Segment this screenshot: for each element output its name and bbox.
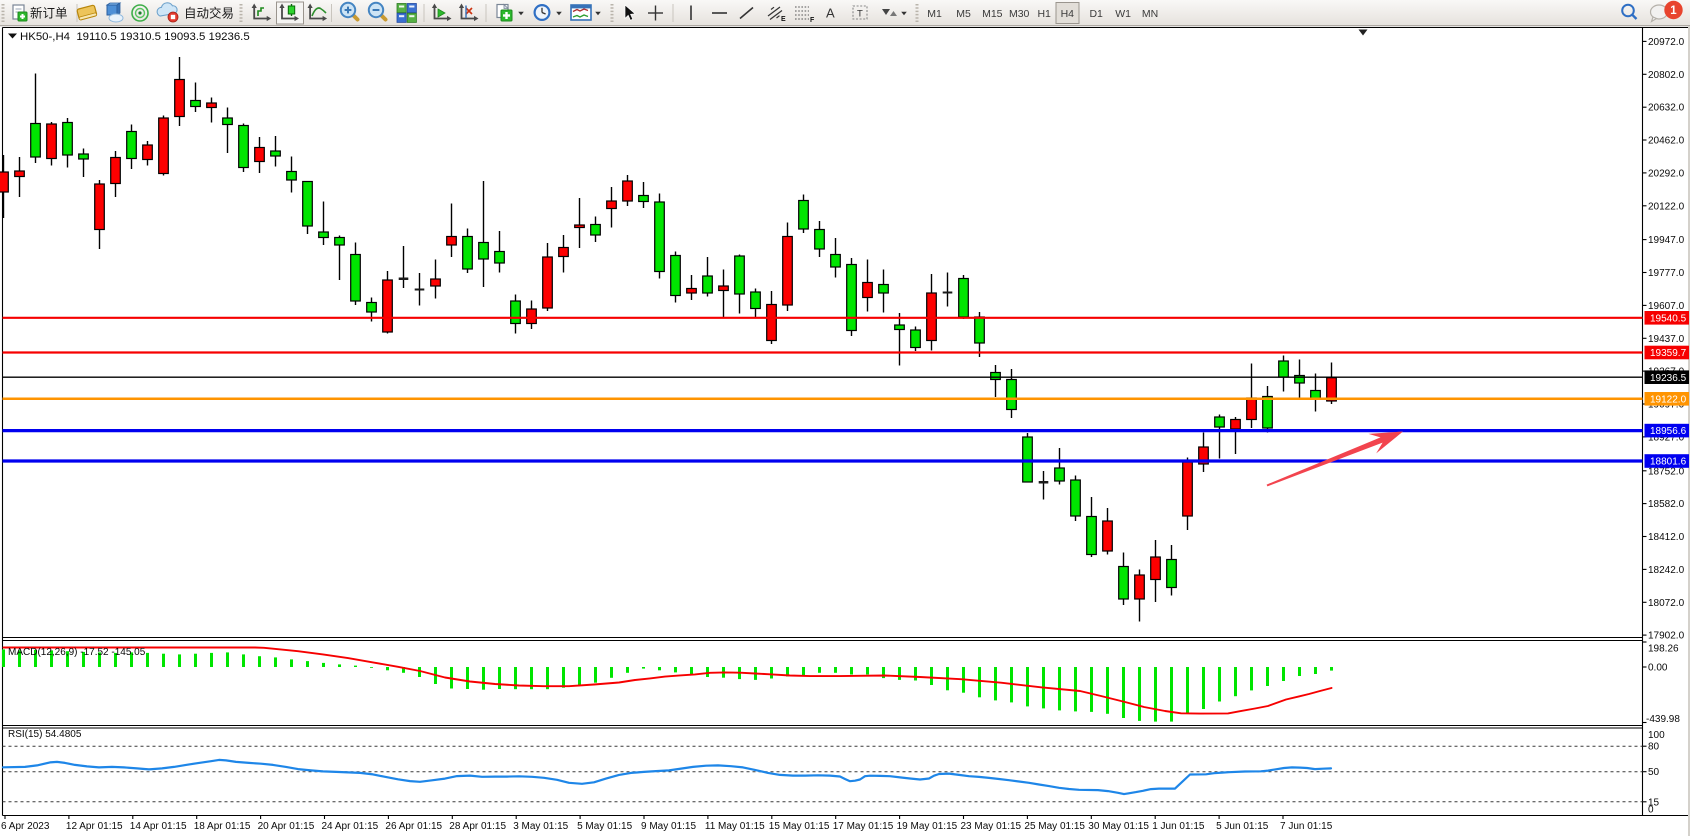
svg-text:19607.0: 19607.0 — [1648, 301, 1685, 312]
svg-text:T: T — [857, 9, 863, 20]
svg-text:20632.0: 20632.0 — [1648, 103, 1685, 114]
svg-text:E: E — [781, 16, 786, 23]
svg-text:1 Jun 01:15: 1 Jun 01:15 — [1152, 821, 1205, 832]
svg-text:D1: D1 — [1089, 8, 1103, 20]
svg-text:19359.7: 19359.7 — [1650, 348, 1687, 359]
svg-text:80: 80 — [1648, 742, 1660, 753]
svg-text:20292.0: 20292.0 — [1648, 168, 1685, 179]
svg-text:M30: M30 — [1009, 8, 1030, 20]
svg-text:H1: H1 — [1037, 8, 1051, 20]
svg-text:7 Jun 01:15: 7 Jun 01:15 — [1280, 821, 1333, 832]
svg-text:18412.0: 18412.0 — [1648, 532, 1685, 543]
svg-text:19540.5: 19540.5 — [1650, 313, 1687, 324]
svg-text:F: F — [810, 17, 815, 24]
svg-text:M5: M5 — [956, 8, 971, 20]
svg-text:9 May 01:15: 9 May 01:15 — [641, 821, 696, 832]
svg-text:自动交易: 自动交易 — [184, 6, 234, 21]
svg-text:W1: W1 — [1115, 8, 1131, 20]
svg-text:6 Apr 2023: 6 Apr 2023 — [1, 821, 50, 832]
svg-text:14 Apr 01:15: 14 Apr 01:15 — [130, 821, 187, 832]
svg-text:30 May 01:15: 30 May 01:15 — [1088, 821, 1149, 832]
svg-text:15: 15 — [1648, 797, 1660, 808]
svg-text:20462.0: 20462.0 — [1648, 136, 1685, 147]
svg-text:18582.0: 18582.0 — [1648, 499, 1685, 510]
svg-text:12 Apr 01:15: 12 Apr 01:15 — [66, 821, 123, 832]
svg-text:0.00: 0.00 — [1648, 663, 1668, 674]
svg-text:25 May 01:15: 25 May 01:15 — [1024, 821, 1085, 832]
svg-text:28 Apr 01:15: 28 Apr 01:15 — [449, 821, 506, 832]
svg-text:18956.6: 18956.6 — [1650, 426, 1687, 437]
svg-text:19122.0: 19122.0 — [1650, 394, 1687, 405]
svg-text:19947.0: 19947.0 — [1648, 235, 1685, 246]
svg-text:198.26: 198.26 — [1648, 644, 1679, 655]
svg-text:RSI(15) 54.4805: RSI(15) 54.4805 — [8, 729, 82, 740]
svg-text:26 Apr 01:15: 26 Apr 01:15 — [385, 821, 442, 832]
svg-text:0: 0 — [1648, 804, 1654, 815]
svg-text:20 Apr 01:15: 20 Apr 01:15 — [258, 821, 315, 832]
svg-text:17 May 01:15: 17 May 01:15 — [833, 821, 894, 832]
svg-text:1: 1 — [1670, 5, 1677, 17]
svg-text:18 Apr 01:15: 18 Apr 01:15 — [194, 821, 251, 832]
svg-text:23 May 01:15: 23 May 01:15 — [961, 821, 1022, 832]
svg-text:24 Apr 01:15: 24 Apr 01:15 — [322, 821, 379, 832]
svg-text:5 Jun 01:15: 5 Jun 01:15 — [1216, 821, 1269, 832]
svg-text:18072.0: 18072.0 — [1648, 598, 1685, 609]
svg-text:19 May 01:15: 19 May 01:15 — [897, 821, 958, 832]
svg-text:15 May 01:15: 15 May 01:15 — [769, 821, 830, 832]
svg-text:HK50-,H4 19110.5 19310.5 1909: HK50-,H4 19110.5 19310.5 19093.5 19236.5 — [20, 31, 250, 43]
svg-text:18242.0: 18242.0 — [1648, 565, 1685, 576]
svg-text:A: A — [826, 6, 835, 21]
svg-text:19437.0: 19437.0 — [1648, 334, 1685, 345]
svg-text:20972.0: 20972.0 — [1648, 37, 1685, 48]
svg-text:5 May 01:15: 5 May 01:15 — [577, 821, 632, 832]
svg-text:20122.0: 20122.0 — [1648, 201, 1685, 212]
svg-text:M15: M15 — [982, 8, 1003, 20]
svg-text:新订单: 新订单 — [30, 6, 68, 21]
svg-text:19236.5: 19236.5 — [1650, 373, 1687, 384]
svg-text:19777.0: 19777.0 — [1648, 268, 1685, 279]
svg-text:11 May 01:15: 11 May 01:15 — [705, 821, 765, 832]
svg-text:18801.6: 18801.6 — [1650, 457, 1687, 468]
svg-text:17902.0: 17902.0 — [1648, 631, 1685, 642]
svg-text:3 May 01:15: 3 May 01:15 — [513, 821, 568, 832]
svg-text:-439.98: -439.98 — [1646, 714, 1680, 725]
svg-text:18752.0: 18752.0 — [1648, 466, 1685, 477]
svg-text:H4: H4 — [1061, 8, 1075, 20]
svg-text:50: 50 — [1648, 767, 1660, 778]
svg-text:M1: M1 — [927, 8, 942, 20]
svg-text:100: 100 — [1648, 730, 1665, 741]
svg-text:18927.0: 18927.0 — [1648, 432, 1685, 443]
svg-text:MACD(12,26,9) -17.52 -145.05: MACD(12,26,9) -17.52 -145.05 — [8, 647, 146, 658]
svg-text:20802.0: 20802.0 — [1648, 70, 1685, 81]
svg-text:MN: MN — [1142, 8, 1158, 20]
